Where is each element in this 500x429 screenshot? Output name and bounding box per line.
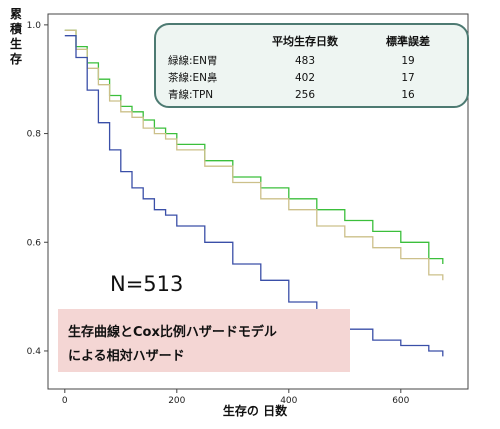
x-tick-label: 0 <box>62 396 68 406</box>
axis-ticks: 0 200 400 600 0.4 0.6 0.8 1.0 <box>27 21 410 406</box>
legend-mean-brown: 402 <box>295 72 315 84</box>
plot-frame <box>47 13 469 390</box>
x-axis-label: 生存の 日数 <box>223 403 288 418</box>
legend-series-name-brown: 茶線:EN鼻 <box>168 71 218 84</box>
y-axis-label: 累積生存 <box>9 7 23 66</box>
legend-mean-blue: 256 <box>295 89 315 101</box>
x-tick-label: 400 <box>280 396 297 406</box>
legend-series-name-green: 緑線:EN胃 <box>168 54 218 67</box>
legend-se-blue: 16 <box>401 89 415 101</box>
y-tick-label: 0.6 <box>27 238 42 248</box>
legend-series-name-blue: 青線:TPN <box>168 88 213 101</box>
legend-header-se: 標準誤差 <box>386 34 430 48</box>
legend-se-green: 19 <box>401 55 414 67</box>
survival-curve-brown <box>64 29 444 281</box>
x-tick-label: 200 <box>168 396 185 406</box>
y-tick-label: 0.4 <box>27 347 42 357</box>
y-tick-label: 1.0 <box>27 21 42 31</box>
legend-se-brown: 17 <box>401 72 414 84</box>
n-label: N=513 <box>110 272 183 296</box>
note-background <box>58 309 350 372</box>
note-box: 生存曲線とCox比例ハザードモデル による相対ハザード <box>58 309 350 372</box>
legend-header-mean: 平均生存日数 <box>272 34 339 48</box>
x-tick-label: 600 <box>392 396 409 406</box>
legend-mean-green: 483 <box>295 55 315 67</box>
note-line-1: 生存曲線とCox比例ハザードモデル <box>68 324 277 340</box>
legend-box <box>154 23 469 108</box>
series-layer <box>64 29 444 357</box>
survival-curve-blue <box>64 35 444 357</box>
note-line-2: による相対ハザード <box>68 348 185 364</box>
y-tick-label: 0.8 <box>27 130 42 140</box>
legend: 平均生存日数 標準誤差 緑線:EN胃 483 19 茶線:EN鼻 402 17 … <box>154 23 469 108</box>
